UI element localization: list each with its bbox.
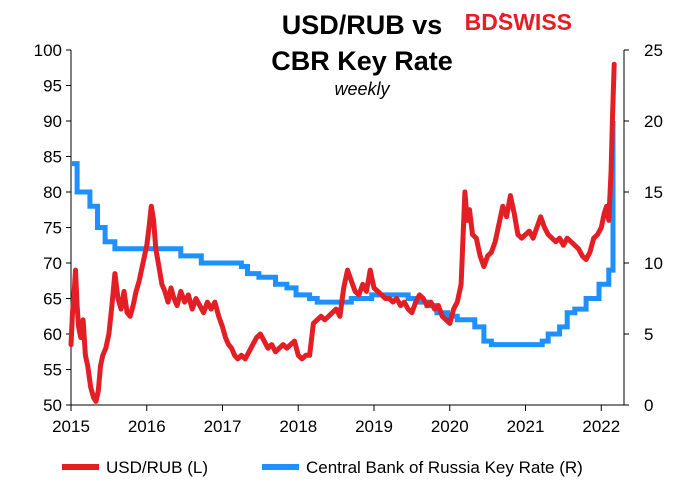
right-tick-label: 15 [644, 183, 663, 202]
left-tick-label: 90 [43, 112, 62, 131]
series-layer [68, 61, 617, 404]
left-tick-label: 80 [43, 183, 62, 202]
left-tick-label: 100 [34, 41, 62, 60]
x-axis-ticks: 2015 2016 2017 2018 2019 2020 2021 2022 [52, 405, 620, 436]
right-tick-label: 25 [644, 41, 663, 60]
legend-item-key-rate: Central Bank of Russia Key Rate (R) [262, 458, 583, 477]
right-tick-label: 5 [644, 325, 653, 344]
series-line-key-rate [71, 118, 616, 348]
series-line-usdrub [68, 61, 617, 404]
right-tick-label: 0 [644, 396, 653, 415]
right-axis-ticks: 0 5 10 15 20 25 [624, 41, 663, 415]
x-tick-label: 2020 [431, 417, 469, 436]
chart-title-line2: CBR Key Rate [271, 46, 453, 76]
x-tick-label: 2018 [279, 417, 317, 436]
legend-label-usdrub: USD/RUB (L) [106, 458, 208, 477]
x-tick-label: 2021 [507, 417, 545, 436]
x-tick-label: 2015 [52, 417, 90, 436]
legend-item-usdrub: USD/RUB (L) [62, 458, 208, 477]
x-tick-label: 2017 [204, 417, 242, 436]
x-tick-label: 2022 [582, 417, 620, 436]
left-tick-label: 50 [43, 396, 62, 415]
left-tick-label: 70 [43, 254, 62, 273]
right-tick-label: 10 [644, 254, 663, 273]
right-tick-label: 20 [644, 112, 663, 131]
x-tick-label: 2019 [355, 417, 393, 436]
chart-title-line1: USD/RUB vs [282, 10, 443, 40]
x-tick-label: 2016 [128, 417, 166, 436]
legend: USD/RUB (L) Central Bank of Russia Key R… [62, 458, 583, 477]
legend-label-key-rate: Central Bank of Russia Key Rate (R) [306, 458, 583, 477]
chart-subtitle: weekly [334, 79, 390, 99]
left-tick-label: 85 [43, 148, 62, 167]
left-tick-label: 65 [43, 290, 62, 309]
brand-logo: BDSWISS [465, 9, 572, 35]
left-tick-label: 55 [43, 361, 62, 380]
left-tick-label: 75 [43, 219, 62, 238]
left-tick-label: 60 [43, 325, 62, 344]
brand-logo-text: BDSWISS [465, 9, 572, 35]
left-axis-ticks: 50 55 60 65 70 75 80 85 90 95 100 [34, 41, 71, 415]
left-tick-label: 95 [43, 77, 62, 96]
brand-logo-dot-icon [500, 12, 506, 18]
